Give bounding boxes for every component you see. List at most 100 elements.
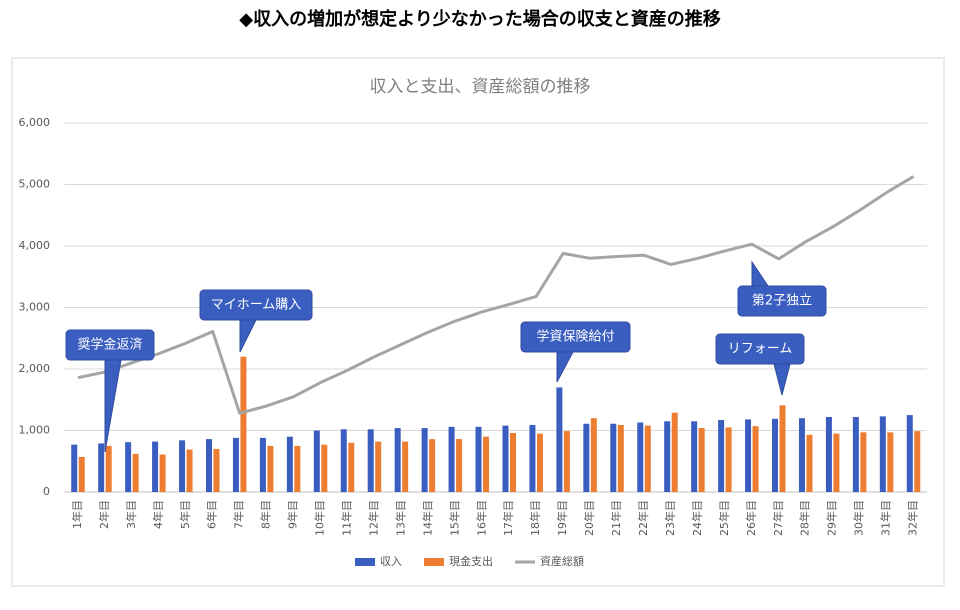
bar [105,445,112,492]
legend-label: 資産総額 [540,554,584,568]
callout-box [715,333,805,365]
bar [825,416,832,492]
x-tick-label: 19年目 [555,500,569,536]
callout-text: 奨学金返済 [77,337,142,353]
x-tick-label: 10年目 [313,500,327,536]
bar [159,454,166,492]
bar [833,433,840,492]
bar [617,424,624,492]
x-tick-label: 2年目 [97,500,111,529]
bar [752,426,759,492]
x-tick-label: 3年目 [124,500,138,529]
x-tick-label: 27年目 [771,500,785,536]
bar [906,415,913,492]
bar [637,422,644,492]
bar [529,424,536,492]
x-tick-label: 28年目 [798,500,812,536]
bar [456,439,463,492]
y-tick-label: 1,000 [19,424,51,437]
x-tick-label: 7年目 [232,500,246,529]
bar [806,434,813,492]
x-tick-label: 17年目 [501,500,515,536]
bar [779,405,786,492]
x-tick-label: 14年目 [420,500,434,536]
callout-box [520,321,631,353]
x-tick-label: 31年目 [879,500,893,536]
x-tick-label: 26年目 [744,500,758,536]
bar [860,432,867,492]
x-tick-label: 12年目 [366,500,380,536]
x-tick-label: 4年目 [151,500,165,529]
line-series [77,175,915,415]
bar [240,356,247,492]
x-tick-label: 6年目 [205,500,219,529]
x-tick-label: 32年目 [906,500,920,536]
bar [691,421,698,492]
bar [664,421,671,492]
x-tick-label: 1年目 [70,500,84,529]
callout-text: 学資保険給付 [536,329,614,345]
callout-text: リフォーム [728,342,793,357]
bar [644,425,651,492]
y-tick-label: 6,000 [19,116,51,129]
x-tick-label: 9年目 [286,500,300,529]
x-tick-label: 11年目 [340,500,354,536]
bar [132,453,139,492]
legend-label: 現金支出 [449,554,493,568]
bar [213,448,220,492]
bar [502,425,509,492]
x-tick-label: 23年目 [663,500,677,536]
bar [421,428,428,492]
x-tick-label: 22年目 [636,500,650,536]
bar [563,431,570,492]
bar [852,416,859,492]
bar [429,439,436,492]
bar [313,430,320,492]
x-tick-label: 5年目 [178,500,192,529]
bar [698,428,705,492]
x-tick-label: 13年目 [393,500,407,536]
bar [267,445,274,492]
x-tick-label: 16年目 [474,500,488,536]
bar [98,443,105,492]
y-tick-label: 3,000 [19,301,51,314]
bar [125,442,132,492]
bar [745,419,752,492]
bar [205,439,212,492]
chart-title: 収入と支出、資産総額の推移 [370,77,591,97]
x-tick-label: 15年目 [447,500,461,536]
bar [375,441,382,492]
bar [78,456,85,492]
bar [914,431,921,492]
x-tick-label: 25年目 [717,500,731,536]
bar [583,423,590,492]
legend-swatch [355,558,375,566]
bar [394,428,401,492]
bar [610,423,617,492]
bar [475,426,482,492]
bar [772,418,779,492]
bar [725,427,732,492]
x-tick-label: 21年目 [609,500,623,536]
bar [509,432,516,492]
y-tick-label: 5,000 [19,178,51,191]
y-tick-label: 0 [43,485,50,498]
x-tick-label: 8年目 [259,500,273,529]
x-tick-label: 24年目 [690,500,704,536]
callout-box [737,285,827,317]
x-tick-label: 18年目 [528,500,542,536]
y-tick-label: 4,000 [19,239,51,252]
bar [556,387,563,492]
legend-label: 収入 [380,555,402,568]
y-tick-label: 2,000 [19,362,51,375]
chart-frame [11,57,945,587]
bar [590,418,597,492]
bar [448,426,455,492]
x-tick-label: 20年目 [582,500,596,536]
bar [340,429,347,492]
bar [294,445,301,492]
bar [671,412,678,492]
bar [259,437,266,492]
bar [152,441,159,492]
